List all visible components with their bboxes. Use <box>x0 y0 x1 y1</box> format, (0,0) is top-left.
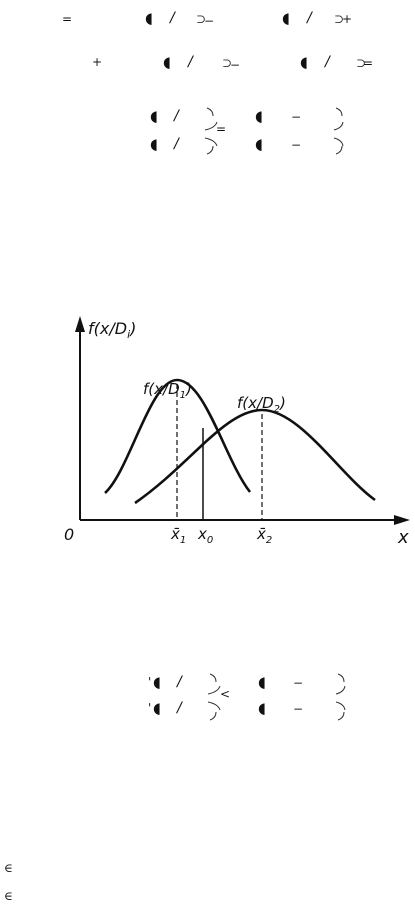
moon-glyph: ◖ <box>150 135 158 153</box>
slash: / <box>174 108 179 124</box>
slash: / <box>174 136 179 152</box>
slash: / <box>177 700 182 716</box>
slash: / <box>325 54 330 70</box>
y-axis-label: f(x/Di) <box>88 319 136 341</box>
prime-mark: ' <box>148 675 152 689</box>
brace-glyph: ⊃ <box>334 12 345 26</box>
curve-d2 <box>134 408 376 505</box>
tick-label-x2: x̄2 <box>256 525 272 546</box>
equals-sign: = <box>363 56 374 70</box>
curve-d2-label: f(x/D2) <box>237 394 286 415</box>
slash: / <box>170 10 175 26</box>
minus-sign: − <box>291 138 302 152</box>
curve-d1-label: f(x/D1) <box>143 380 192 401</box>
curve-d1 <box>104 378 252 494</box>
less-than-sign: < <box>220 687 231 701</box>
moon-glyph: ◖ <box>163 53 171 71</box>
brace-glyph: ⊃ <box>222 56 233 70</box>
moon-glyph: ◖ <box>255 135 263 153</box>
moon-glyph: ◖ <box>145 9 153 27</box>
distribution-figure: f(x/Di) f(x/D1) f(x/D2) 0 x x̄1 x0 x̄2 <box>64 316 410 548</box>
x-axis-label: x <box>397 527 409 548</box>
moon-glyph: ◖ <box>153 699 161 717</box>
element-of-symbol: ∈ <box>4 889 13 903</box>
moon-glyph: ◖ <box>150 107 158 125</box>
plus-sign: + <box>92 55 103 69</box>
moon-glyph: ◖ <box>153 673 161 691</box>
slash: / <box>177 674 182 690</box>
slash: / <box>307 10 312 26</box>
equals-sign: = <box>216 122 227 136</box>
moon-glyph: ◖ <box>258 673 266 691</box>
minus-sign: − <box>204 14 215 28</box>
origin-label: 0 <box>64 525 74 544</box>
moon-glyph: ◖ <box>282 9 290 27</box>
moon-glyph: ◖ <box>300 53 308 71</box>
minus-sign: − <box>293 676 304 690</box>
brace-decorations <box>204 107 344 155</box>
moon-glyph: ◖ <box>258 699 266 717</box>
brace-glyph: ⊃ <box>196 12 207 26</box>
brace-glyph: ⊃ <box>356 56 367 70</box>
moon-glyph: ◖ <box>255 107 263 125</box>
x-axis-arrow <box>394 515 410 525</box>
equals-sign: = <box>62 12 73 26</box>
brace-decorations <box>207 673 346 721</box>
tick-label-x1: x̄1 <box>170 525 186 546</box>
minus-sign: − <box>293 702 304 716</box>
tick-label-x0: x0 <box>197 525 213 546</box>
element-of-symbol: ∈ <box>4 861 13 875</box>
slash: / <box>188 54 193 70</box>
prime-mark: ' <box>148 701 152 715</box>
minus-sign: − <box>230 58 241 72</box>
plus-sign: + <box>342 12 353 26</box>
y-axis-arrow <box>75 316 85 332</box>
minus-sign: − <box>291 110 302 124</box>
